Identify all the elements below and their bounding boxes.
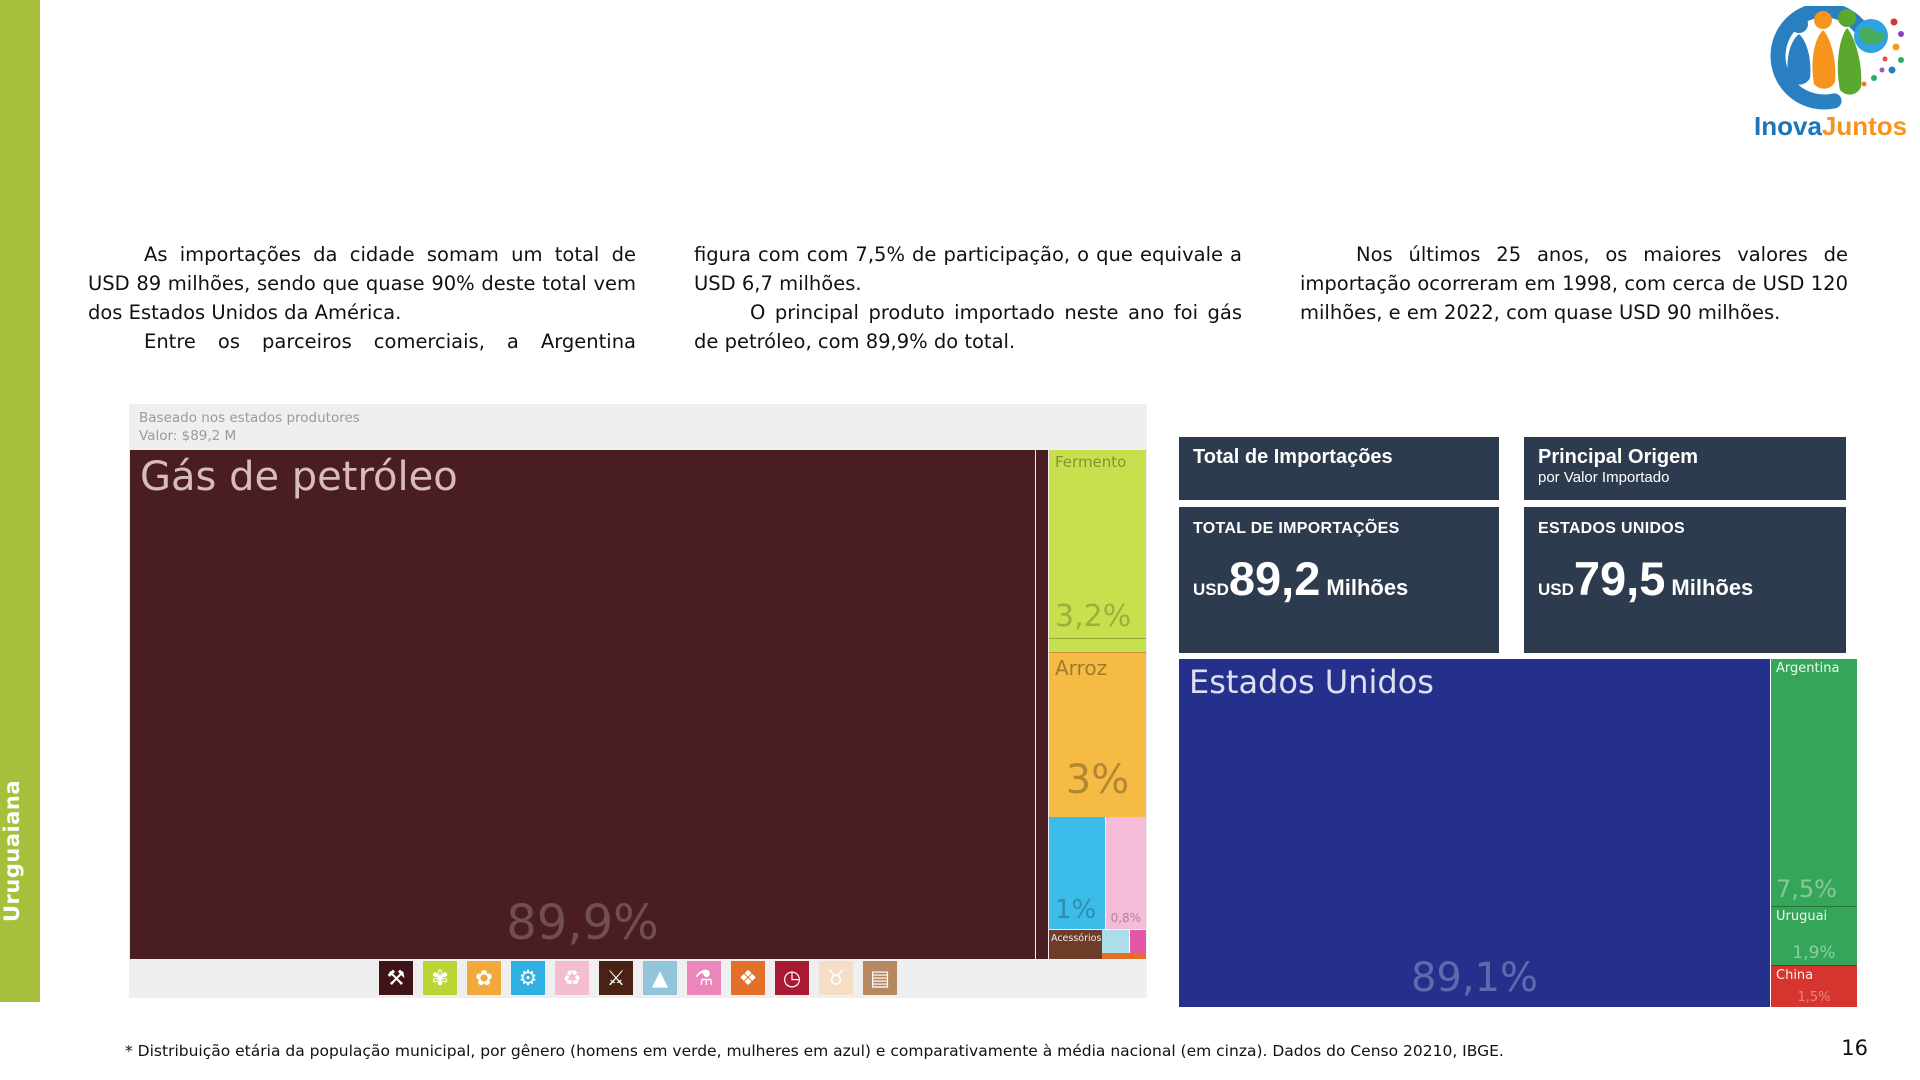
cell-label: Argentina — [1776, 661, 1840, 676]
treemap-cell-acessorios: Acessórios... — [1049, 929, 1110, 959]
inovajuntos-wordmark: InovaJuntos — [1754, 111, 1908, 141]
value-number: 89,2 — [1228, 552, 1321, 605]
treemap-cell-unlabeled-pink: 0,8% — [1104, 817, 1146, 930]
cell-label: Arroz — [1055, 655, 1108, 680]
inovajuntos-logo-icon — [1770, 2, 1904, 110]
cell-percentage: 0,8% — [1110, 911, 1142, 926]
mining-pickaxe-icon: ⚒ — [379, 961, 413, 995]
gauge-icon: ◷ — [775, 961, 809, 995]
treemap-minor-column: Fermento 3,2% Arroz 3% 1% 0,8% — [1048, 450, 1146, 959]
cell-percentage: 1% — [1055, 895, 1097, 926]
wheat-icon: ✾ — [423, 961, 457, 995]
treemap-cell-unlabeled-magenta — [1129, 930, 1146, 953]
inovajuntos-logo: InovaJuntos — [1754, 2, 1908, 141]
treemap-value-label: Valor: $89,2 M — [139, 428, 237, 444]
road-icon: ▲ — [643, 961, 677, 995]
cell-percentage: 1,9% — [1792, 943, 1836, 964]
rockfall-icon: ❖ — [731, 961, 765, 995]
treemap-cell-unlabeled-blue: 1% — [1049, 817, 1105, 930]
card-title: Total de Importações — [1193, 446, 1393, 468]
treemap-title: Baseado nos estados produtores — [139, 410, 360, 426]
paragraph: Entre os parceiros comerciais, a Argenti… — [144, 330, 636, 353]
paragraph: As importações da cidade somam um total … — [88, 243, 636, 324]
treemap-cell-gas-de-petroleo: Gás de petróleo 89,9% — [130, 450, 1035, 959]
imports-origins-treemap: Estados Unidos 89,1% Argentina 7,5% Urug… — [1179, 659, 1857, 1007]
card-title: Principal Origem — [1538, 446, 1699, 468]
card-metric-value: USD 89,2 Milhões — [1193, 552, 1485, 605]
paragraph: figura com com 7,5% de participação, o q… — [694, 243, 1242, 295]
imports-products-treemap: Baseado nos estados produtores Valor: $8… — [129, 404, 1147, 998]
intro-column-1: As importações da cidade somam um total … — [88, 240, 636, 356]
cell-label: Acessórios... — [1051, 933, 1111, 945]
cow-icon: ♉ — [819, 961, 853, 995]
sidebar-city-label: Uruguaiana — [0, 779, 24, 922]
treemap-micro-cells — [1102, 929, 1146, 959]
flask-icon: ⚗ — [687, 961, 721, 995]
treemap-cell-china: China 1,5% — [1771, 965, 1857, 1007]
cell-percentage: 3,2% — [1055, 599, 1132, 635]
treemap-cell-fermento: Fermento 3,2% — [1049, 450, 1146, 639]
footnote: * Distribuição etária da população munic… — [125, 1042, 1504, 1060]
scroll-icon: ▤ — [863, 961, 897, 995]
card-body: ESTADOS UNIDOS USD 79,5 Milhões — [1524, 507, 1846, 653]
treemap-cell-minor-product — [1035, 450, 1048, 959]
page-number: 16 — [1841, 1036, 1868, 1060]
cell-percentage: 3% — [1065, 757, 1130, 804]
card-header: Principal Origem por Valor Importado — [1524, 437, 1846, 500]
treemap-cell-unlabeled-green — [1049, 638, 1146, 652]
card-body: TOTAL DE IMPORTAÇÕES USD 89,2 Milhões — [1179, 507, 1499, 653]
cell-percentage: 89,9% — [506, 895, 659, 951]
cell-label: Fermento — [1055, 453, 1127, 471]
treemap-header: Baseado nos estados produtores Valor: $8… — [129, 404, 1147, 445]
currency-label: USD — [1538, 580, 1574, 599]
card-metric-value: USD 79,5 Milhões — [1538, 552, 1832, 605]
value-unit: Milhões — [1671, 575, 1754, 600]
sidebar: Uruguaiana — [0, 0, 40, 1002]
treemap-body: Gás de petróleo 89,9% Fermento 3,2% Arro… — [130, 450, 1146, 959]
treemap-cell-uruguai: Uruguai 1,9% — [1771, 906, 1857, 966]
treemap-cell-unlabeled-cyan — [1102, 930, 1130, 953]
total-imports-card: Total de Importações TOTAL DE IMPORTAÇÕE… — [1179, 437, 1499, 653]
card-header: Total de Importações — [1179, 437, 1499, 500]
treemap-cell-arroz: Arroz 3% — [1049, 651, 1146, 818]
treemap-cell-estados-unidos: Estados Unidos 89,1% — [1179, 659, 1770, 1007]
intro-text-columns: As importações da cidade somam um total … — [88, 240, 1848, 356]
paragraph: O principal produto importado neste ano … — [694, 301, 1242, 353]
treemap-minor-column: Argentina 7,5% Uruguai 1,9% China 1,5% — [1770, 659, 1857, 1007]
logo-word-inova: Inova — [1754, 111, 1822, 141]
treemap-row: Acessórios... — [1049, 929, 1146, 959]
treemap-row: 1% 0,8% — [1049, 817, 1146, 930]
cell-label: Estados Unidos — [1189, 663, 1434, 701]
treemap-cell-unlabeled-orange — [1102, 952, 1146, 959]
anvil-icon: ⚔ — [599, 961, 633, 995]
product-category-icon-strip: ⚒ ✾ ✿ ⚙ ♻ ⚔ ▲ ⚗ ❖ ◷ ♉ ▤ — [129, 961, 1147, 995]
card-subtitle: por Valor Importado — [1538, 469, 1670, 486]
intro-column-2: figura com com 7,5% de participação, o q… — [694, 240, 1242, 356]
cell-label: China — [1776, 968, 1814, 984]
card-metric-label: ESTADOS UNIDOS — [1538, 520, 1686, 537]
principal-origin-card: Principal Origem por Valor Importado EST… — [1524, 437, 1846, 653]
currency-label: USD — [1193, 580, 1229, 599]
cell-percentage: 89,1% — [1410, 955, 1539, 1001]
intro-column-3: Nos últimos 25 anos, os maiores valores … — [1300, 240, 1848, 356]
cell-percentage: 7,5% — [1776, 875, 1837, 904]
paragraph: Nos últimos 25 anos, os maiores valores … — [1300, 243, 1848, 324]
treemap-cell-argentina: Argentina 7,5% — [1771, 659, 1857, 907]
logo-word-juntos: Juntos — [1821, 111, 1908, 141]
cell-label: Uruguai — [1776, 909, 1828, 925]
cell-label: Gás de petróleo — [140, 454, 458, 500]
card-metric-label: TOTAL DE IMPORTAÇÕES — [1193, 520, 1400, 537]
value-number: 79,5 — [1573, 552, 1666, 605]
cell-percentage: 1,5% — [1797, 989, 1831, 1005]
pumpkin-icon: ✿ — [467, 961, 501, 995]
treemap-row — [1102, 930, 1146, 953]
recycle-icon: ♻ — [555, 961, 589, 995]
value-unit: Milhões — [1326, 575, 1409, 600]
gears-icon: ⚙ — [511, 961, 545, 995]
